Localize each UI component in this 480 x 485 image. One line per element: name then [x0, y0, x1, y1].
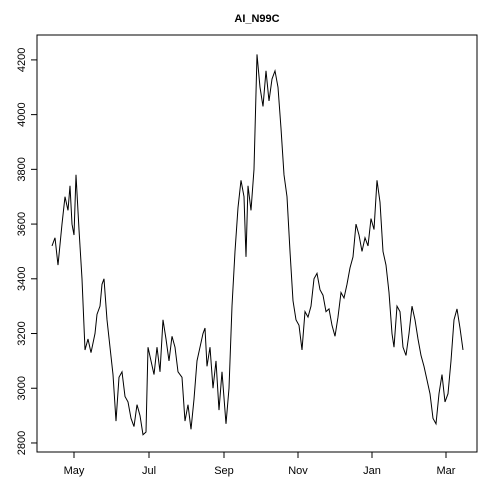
y-tick-label: 4200 [16, 48, 28, 72]
x-tick-label: Jan [363, 465, 381, 477]
chart-title: AI_N99C [234, 13, 279, 25]
y-tick-label: 3600 [16, 212, 28, 236]
plot-box [36, 34, 478, 453]
y-tick-label: 3000 [16, 376, 28, 400]
x-tick-label: May [64, 465, 85, 477]
line [51, 54, 464, 436]
x-tick-label: Nov [288, 465, 308, 477]
x-tick-label: Sep [214, 465, 234, 477]
y-tick-label: 4000 [16, 102, 28, 126]
y-tick-label: 3200 [16, 321, 28, 345]
y-tick-label: 3400 [16, 267, 28, 291]
x-tick-label: Jul [142, 465, 156, 477]
y-tick-label: 2800 [16, 431, 28, 455]
x-tick-label: Mar [437, 465, 456, 477]
y-tick-label: 3800 [16, 157, 28, 181]
